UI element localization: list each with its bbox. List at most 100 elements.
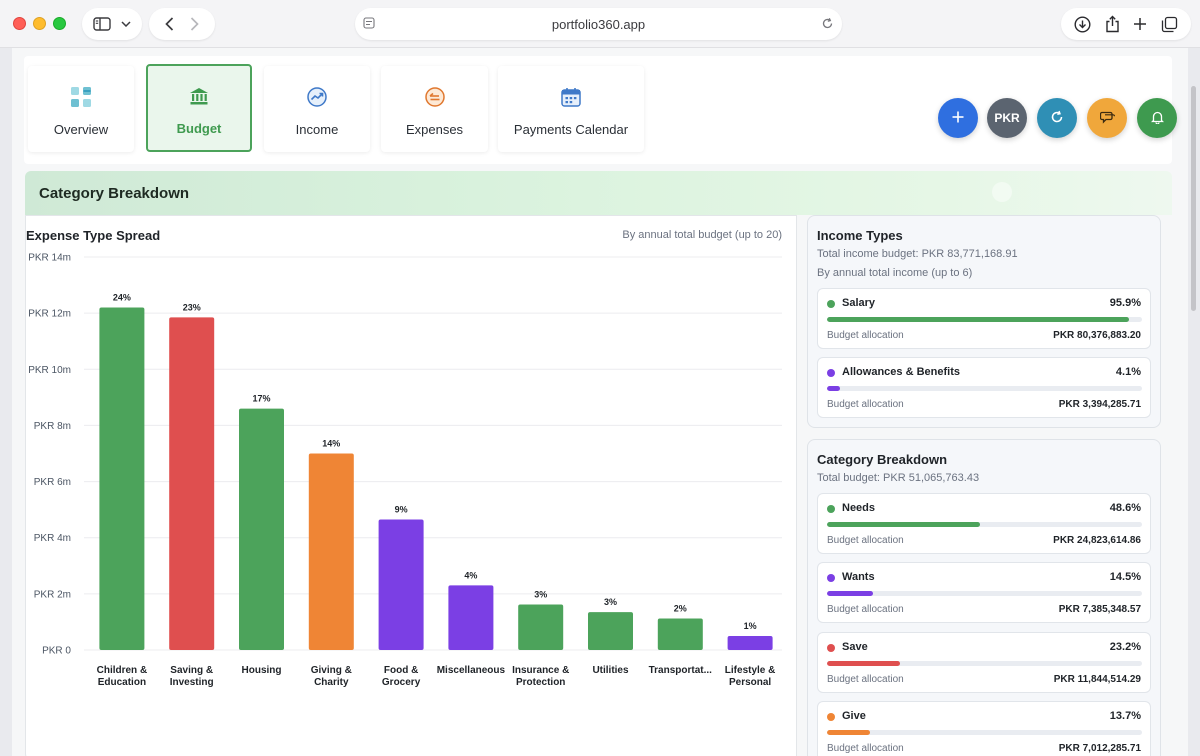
bar <box>169 317 215 650</box>
income-item-allowances[interactable]: Allowances & Benefits 4.1% Budget alloca… <box>817 357 1151 418</box>
add-button[interactable] <box>938 98 978 138</box>
item-percent: 48.6% <box>1109 502 1141 514</box>
bar-percent-label: 9% <box>395 504 408 514</box>
url-text[interactable]: portfolio360.app <box>551 16 646 32</box>
item-name: Wants <box>842 571 875 583</box>
income-types-panel: Income Types Total income budget: PKR 83… <box>807 215 1161 428</box>
status-dot <box>827 713 835 721</box>
bar-percent-label: 2% <box>674 604 687 614</box>
category-total: Total budget: PKR 51,065,763.43 <box>817 472 980 484</box>
item-label: Budget allocation <box>827 535 904 546</box>
refresh-button[interactable] <box>1037 98 1077 138</box>
tab-label: Expenses <box>405 121 464 137</box>
bell-icon <box>1150 110 1164 127</box>
tab-income[interactable]: Income <box>264 66 370 152</box>
share-icon[interactable] <box>1105 15 1120 33</box>
y-tick-label: PKR 2m <box>34 589 71 600</box>
item-label: Budget allocation <box>827 604 904 615</box>
item-percent: 4.1% <box>1115 366 1141 378</box>
item-label: Budget allocation <box>827 743 904 754</box>
reload-icon[interactable] <box>821 17 834 30</box>
bar-percent-label: 24% <box>113 293 131 303</box>
category-item-needs[interactable]: Needs 48.6% Budget allocation PKR 24,823… <box>817 493 1151 554</box>
section-title: Category Breakdown <box>39 184 190 202</box>
item-label: Budget allocation <box>827 330 904 341</box>
item-percent: 95.9% <box>1109 297 1141 309</box>
bar <box>378 519 424 650</box>
chart-title: Expense Type Spread <box>26 228 161 243</box>
category-item-wants[interactable]: Wants 14.5% Budget allocation PKR 7,385,… <box>817 562 1151 623</box>
budget-nav-tabs: Overview Budget Income Expenses Payments… <box>24 56 1177 164</box>
tab-overview-icon[interactable] <box>1161 16 1178 33</box>
x-tick-label: Food & <box>384 665 418 676</box>
chevron-down-icon[interactable] <box>121 21 131 27</box>
app-content: Overview Budget Income Expenses Payments… <box>12 48 1188 756</box>
progress-track <box>827 591 1142 596</box>
x-tick-label: Children & <box>97 665 148 676</box>
address-bar[interactable]: portfolio360.app <box>355 8 842 40</box>
status-dot <box>827 644 835 652</box>
item-amount: PKR 11,844,514.29 <box>1053 674 1141 685</box>
progress-track <box>827 522 1142 527</box>
tab-payments-calendar[interactable]: Payments Calendar <box>498 66 644 152</box>
status-dot <box>827 300 835 308</box>
progress-track <box>827 386 1142 391</box>
progress-fill <box>827 661 901 666</box>
item-amount: PKR 3,394,285.71 <box>1058 399 1141 410</box>
chat-button[interactable] <box>1087 98 1127 138</box>
bar <box>588 612 633 650</box>
browser-actions <box>1061 8 1191 40</box>
bank-icon <box>188 85 210 107</box>
tab-label: Income <box>295 121 339 137</box>
income-item-salary[interactable]: Salary 95.9% Budget allocation PKR 80,37… <box>817 288 1151 349</box>
tab-overview[interactable]: Overview <box>28 66 134 152</box>
notifications-button[interactable] <box>1137 98 1177 138</box>
item-percent: 23.2% <box>1109 641 1141 653</box>
calendar-icon <box>560 86 582 108</box>
tab-label: Budget <box>176 120 222 136</box>
y-tick-label: PKR 4m <box>34 533 71 544</box>
item-amount: PKR 7,385,348.57 <box>1058 604 1141 615</box>
panel-title: Category Breakdown <box>817 452 948 467</box>
new-tab-icon[interactable] <box>1133 17 1147 31</box>
plus-icon <box>951 110 965 127</box>
status-dot <box>827 574 835 582</box>
x-tick-label: Protection <box>516 677 565 688</box>
y-tick-label: PKR 14m <box>28 253 71 264</box>
y-tick-label: PKR 10m <box>28 365 71 376</box>
tab-label: Overview <box>53 121 109 137</box>
x-tick-label: Transportat... <box>649 665 713 676</box>
page-settings-icon[interactable] <box>363 17 375 29</box>
close-window-button[interactable] <box>13 17 26 30</box>
item-percent: 13.7% <box>1109 710 1141 722</box>
item-label: Budget allocation <box>827 399 904 410</box>
progress-fill <box>827 591 873 596</box>
chart-subtitle: By annual total budget (up to 20) <box>622 229 782 241</box>
sidebar-toggle-button[interactable] <box>82 8 142 40</box>
x-tick-label: Grocery <box>382 677 421 688</box>
currency-button[interactable]: PKR <box>987 98 1027 138</box>
bar-percent-label: 4% <box>464 570 477 580</box>
download-icon[interactable] <box>1074 15 1091 33</box>
category-breakdown-panel: Category Breakdown Total budget: PKR 51,… <box>807 439 1161 756</box>
back-icon[interactable] <box>165 17 174 31</box>
page-scrollbar[interactable] <box>1191 86 1196 311</box>
forward-icon[interactable] <box>190 17 199 31</box>
expense-type-chart: PKR 0 PKR 2m PKR 4m PKR 6m PKR 8m PKR 10m PKR … <box>28 253 782 688</box>
history-nav <box>149 8 215 40</box>
zoom-window-button[interactable] <box>53 17 66 30</box>
header-decoration <box>992 182 1012 202</box>
status-dot <box>827 505 835 513</box>
bar <box>308 453 354 650</box>
section-header: Category Breakdown <box>25 171 1172 215</box>
tab-expenses[interactable]: Expenses <box>381 66 488 152</box>
item-name: Salary <box>842 297 876 309</box>
category-item-give[interactable]: Give 13.7% Budget allocation PKR 7,012,2… <box>817 701 1151 756</box>
category-item-save[interactable]: Save 23.2% Budget allocation PKR 11,844,… <box>817 632 1151 693</box>
progress-fill <box>827 386 840 391</box>
tab-budget[interactable]: Budget <box>146 64 252 152</box>
bar-percent-label: 3% <box>604 597 617 607</box>
tab-label: Payments Calendar <box>513 121 629 137</box>
expense-icon <box>424 86 446 108</box>
minimize-window-button[interactable] <box>33 17 46 30</box>
